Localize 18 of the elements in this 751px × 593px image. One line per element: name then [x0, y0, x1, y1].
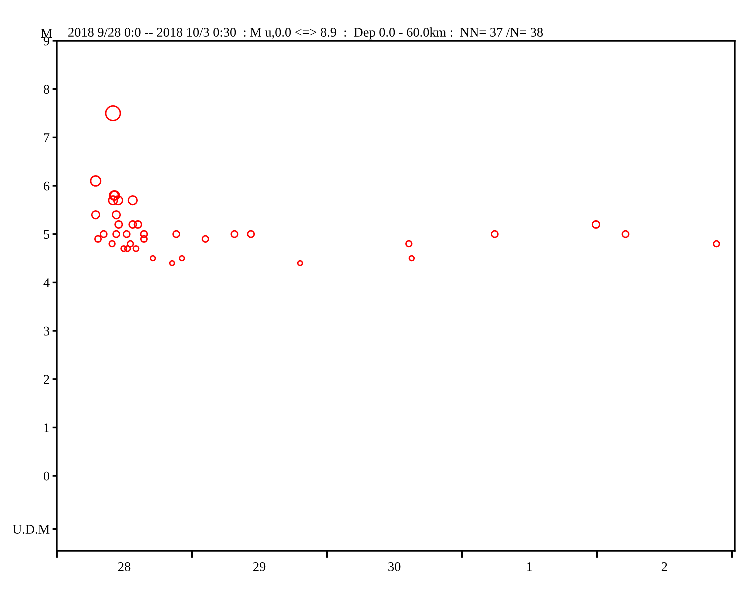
x-tick-label: 30 — [388, 562, 401, 572]
y-axis-title: M — [41, 29, 52, 38]
y-tick-label: 9 — [44, 36, 50, 46]
y-tick-label: 1 — [44, 424, 50, 432]
y-tick-label: 2 — [44, 375, 50, 384]
y-tick-label: 8 — [44, 85, 50, 94]
y-tick-label: 7 — [44, 134, 50, 142]
y-tick-label: 0 — [44, 472, 50, 481]
y-tick-label: U.D.M — [12, 525, 50, 534]
x-tick-label: 2 — [662, 562, 668, 572]
x-tick-label: 29 — [254, 562, 266, 572]
x-tick-label: 28 — [118, 562, 131, 572]
y-tick-label: 3 — [44, 326, 50, 336]
y-tick-label: 4 — [44, 278, 50, 288]
x-tick-label: 1 — [527, 562, 532, 572]
y-tick-label: 5 — [44, 230, 50, 240]
chart-title: 2018 9/28 0:0 -- 2018 10/3 0:30 : M u,0.0 <=> 8.9 : Dep 0.0 - 60.0km : NN= 37 /N= 38 — [68, 28, 544, 40]
y-tick-label: 6 — [44, 182, 50, 191]
